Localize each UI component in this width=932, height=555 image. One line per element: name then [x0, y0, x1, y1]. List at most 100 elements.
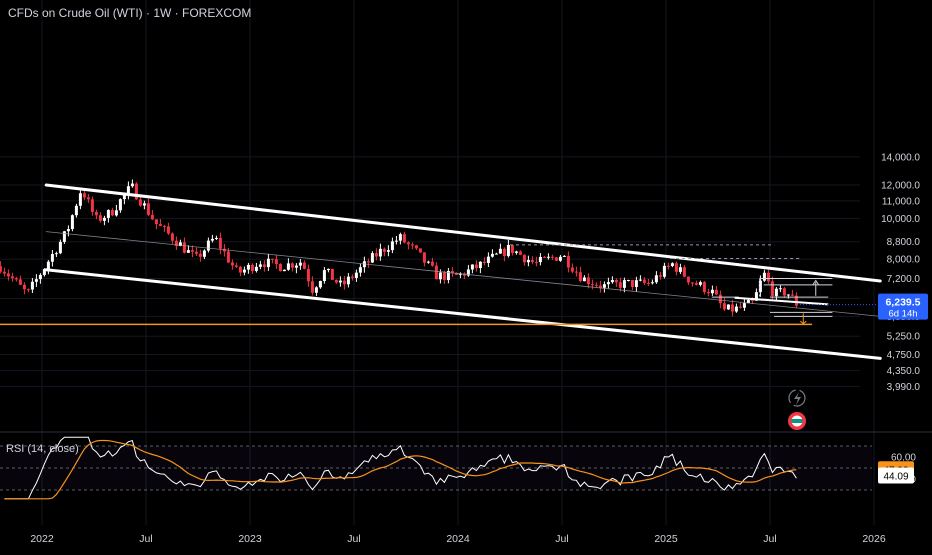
- arrow-up-icon: [812, 279, 820, 296]
- candle-body: [674, 263, 678, 272]
- candle-body: [726, 304, 730, 310]
- candle-body: [130, 183, 134, 187]
- candle-body: [510, 245, 514, 253]
- candle-body: [10, 276, 14, 279]
- rsi-line: [4, 436, 797, 500]
- candle-body: [366, 261, 370, 263]
- target-drawings: [711, 277, 833, 325]
- candle-body: [770, 281, 774, 297]
- price-axis-label: 7,200.0: [887, 274, 921, 285]
- candle-body: [394, 240, 398, 242]
- candle-body: [90, 199, 94, 212]
- channel-mid-line: [45, 231, 881, 317]
- candle-body: [50, 253, 54, 262]
- candle-body: [170, 233, 174, 241]
- flag-icon: [788, 412, 806, 430]
- candle-body: [158, 224, 162, 226]
- candle-body: [154, 219, 158, 225]
- candle-body: [342, 280, 346, 285]
- candle-body: [398, 234, 402, 241]
- candle-body: [314, 287, 318, 293]
- candle-body: [242, 269, 246, 273]
- candle-body: [702, 282, 706, 293]
- candle-body: [298, 262, 302, 266]
- candle-body: [182, 242, 186, 253]
- channel-upper-line: [44, 183, 882, 283]
- candle-body: [66, 229, 70, 232]
- last-price-bg: [878, 293, 928, 320]
- candle-body: [614, 280, 618, 283]
- candle-body: [426, 261, 430, 263]
- candle-body: [106, 209, 110, 218]
- time-axis-label: 2026: [862, 533, 886, 545]
- candle-body: [534, 262, 538, 264]
- candle-body: [738, 306, 742, 308]
- time-axis-label: 2025: [654, 533, 678, 545]
- candle-body: [70, 215, 74, 230]
- candle-body: [718, 294, 722, 304]
- candle-body: [122, 194, 126, 200]
- candle-body: [310, 281, 314, 293]
- candle-body: [46, 261, 50, 270]
- candle-body: [478, 261, 482, 269]
- candle-body: [446, 270, 450, 281]
- candle-body: [322, 270, 326, 282]
- candle-body: [662, 265, 666, 277]
- candle-body: [370, 253, 374, 263]
- candle-body: [166, 226, 170, 234]
- candle-body: [390, 241, 394, 251]
- candle-body: [750, 299, 754, 301]
- candle-body: [350, 276, 354, 278]
- candle-body: [270, 258, 274, 260]
- candle-body: [542, 256, 546, 258]
- candle-body: [434, 265, 438, 280]
- candle-body: [282, 269, 286, 272]
- candle-body: [230, 262, 234, 266]
- candle-body: [186, 250, 190, 253]
- candle-body: [250, 264, 254, 271]
- candle-body: [546, 256, 550, 258]
- candle-body: [422, 252, 426, 263]
- candle-body: [458, 273, 462, 275]
- candle-body: [294, 265, 298, 268]
- candle-body: [758, 280, 762, 293]
- candle-body: [722, 303, 726, 310]
- candle-body: [606, 282, 610, 285]
- candle-body: [38, 274, 42, 280]
- candle-body: [0, 266, 2, 272]
- candle-body: [218, 237, 222, 249]
- rsi-axis-label: 60.00: [891, 453, 916, 464]
- candle-body: [42, 269, 46, 275]
- candle-body: [502, 248, 506, 257]
- lightning-icon-ring: [788, 389, 806, 407]
- candle-body: [498, 248, 502, 254]
- candle-body: [330, 268, 334, 280]
- candle-body: [134, 183, 138, 200]
- candle-body: [714, 289, 718, 295]
- candle-body: [450, 270, 454, 273]
- candle-body: [746, 299, 750, 304]
- candle-body: [630, 280, 634, 287]
- price-axis-label: 4,750.0: [887, 350, 921, 361]
- candle-body: [610, 280, 614, 283]
- candle-body: [690, 282, 694, 284]
- candle-body: [146, 203, 150, 215]
- candle-body: [82, 193, 86, 198]
- time-axis-label: 2022: [30, 533, 54, 545]
- rsi-value-tag: 44.09: [883, 472, 908, 483]
- candle-body: [142, 203, 146, 206]
- rsi-value-tag-bg: [878, 467, 914, 484]
- lightning-icon: [788, 389, 806, 407]
- candle-body: [62, 231, 66, 242]
- candle-body: [54, 253, 58, 255]
- candle-body: [454, 272, 458, 275]
- price-axis-label: 8,000.0: [887, 255, 921, 266]
- last-price-countdown: 6d 14h: [888, 309, 917, 320]
- candle-body: [246, 264, 250, 270]
- candle-body: [682, 267, 686, 277]
- price-axis-label: 11,000.0: [882, 196, 921, 207]
- last-price-value: 6,239.5: [885, 297, 920, 309]
- candle-body: [658, 275, 662, 277]
